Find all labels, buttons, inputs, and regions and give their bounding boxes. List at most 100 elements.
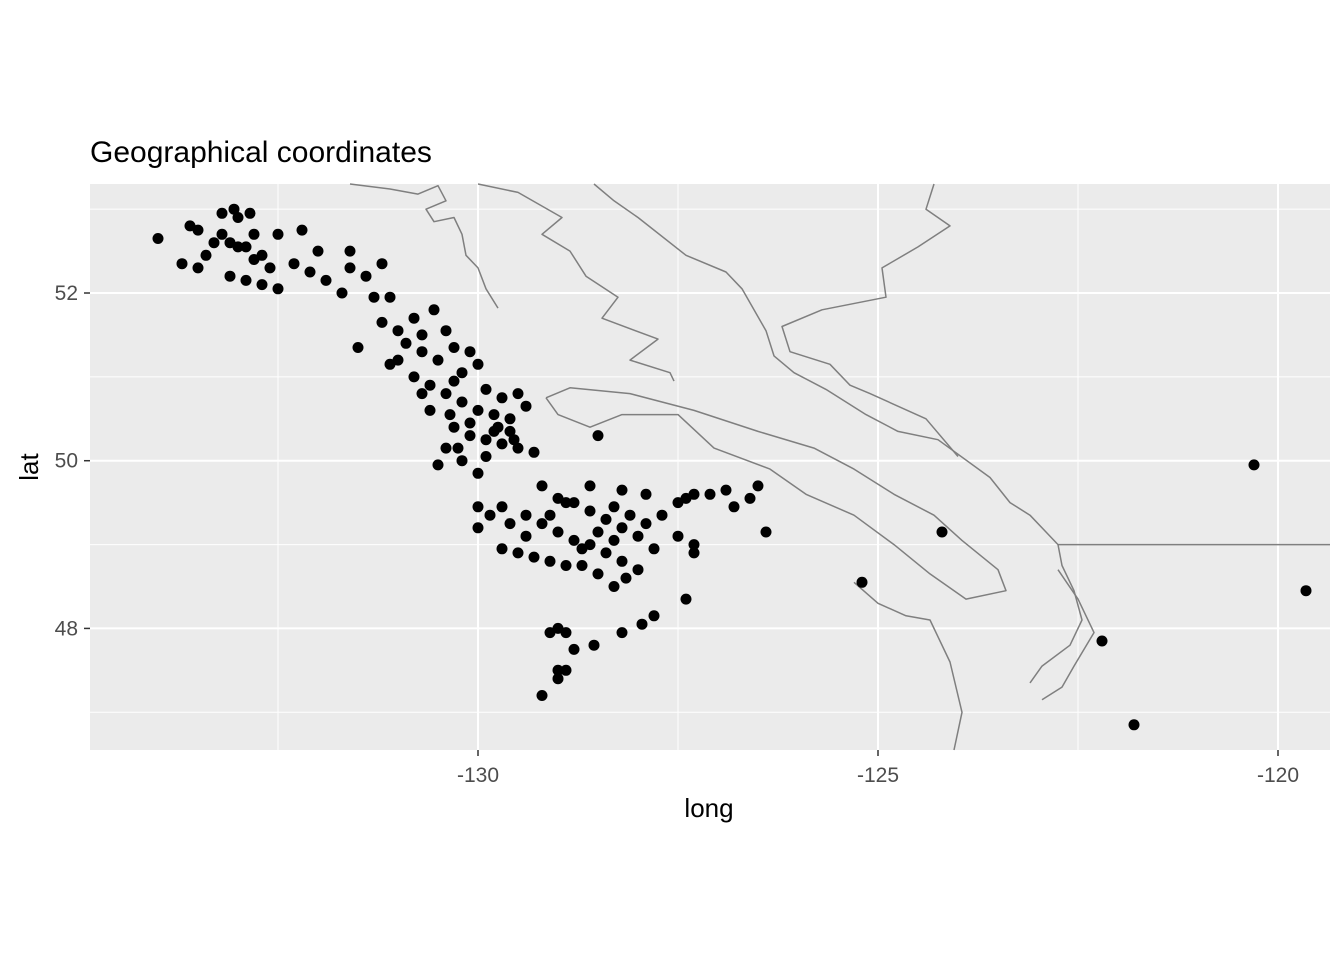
data-point [688, 539, 700, 551]
data-point [352, 342, 364, 353]
data-point [680, 492, 692, 504]
data-point [1096, 635, 1108, 647]
data-point [448, 375, 460, 387]
y-tick-label: 52 [55, 282, 78, 305]
data-point [216, 228, 228, 240]
data-point [496, 543, 508, 555]
data-point [400, 337, 412, 349]
data-point [680, 593, 692, 605]
data-point [936, 526, 948, 538]
data-point [496, 392, 508, 404]
data-point [368, 291, 380, 303]
data-point [416, 388, 428, 400]
data-point [760, 526, 772, 538]
data-point [256, 279, 268, 291]
data-point [672, 530, 684, 542]
data-point [608, 581, 620, 592]
data-point [184, 220, 196, 232]
data-point [228, 203, 240, 215]
points-layer [152, 203, 1312, 731]
plot-panel [90, 184, 1330, 750]
data-point [600, 547, 612, 559]
data-point [492, 421, 504, 433]
data-point [484, 509, 496, 521]
data-point [568, 497, 580, 509]
data-point [176, 258, 188, 270]
data-point [464, 417, 476, 429]
data-point [424, 404, 436, 416]
data-point [552, 526, 564, 538]
data-point [592, 526, 604, 538]
data-point [728, 501, 740, 513]
data-point [588, 639, 600, 651]
data-point [392, 325, 404, 337]
data-point [376, 316, 388, 328]
data-point [496, 501, 508, 513]
data-point [616, 484, 628, 496]
data-point [616, 627, 628, 639]
data-point [424, 379, 436, 391]
data-point [456, 396, 468, 408]
data-point [472, 522, 484, 534]
data-point [288, 258, 300, 270]
data-point [344, 262, 356, 274]
coastline-path [1041, 569, 1095, 701]
data-point [584, 505, 596, 517]
data-point [624, 509, 636, 521]
grid-minor [90, 184, 1330, 750]
x-tick-label: -125 [857, 764, 899, 787]
coastline-layer [349, 183, 1330, 751]
data-point [448, 342, 460, 353]
data-point [296, 224, 308, 236]
data-point [336, 287, 348, 299]
data-point [480, 383, 492, 395]
data-point [504, 518, 516, 530]
y-tick-label: 50 [55, 450, 78, 473]
data-point [376, 258, 388, 270]
data-point [240, 241, 252, 253]
data-point [208, 237, 220, 249]
data-point [408, 371, 420, 383]
data-point [448, 421, 460, 433]
data-point [544, 627, 556, 639]
data-point [720, 484, 732, 496]
data-point [432, 354, 444, 366]
data-point [568, 643, 580, 655]
data-point [688, 547, 700, 559]
data-point [512, 547, 524, 559]
data-point [528, 551, 540, 563]
data-point [248, 228, 260, 240]
axis-ticks: -130 -125 -120 48 50 52 [55, 282, 1299, 787]
data-point [472, 501, 484, 513]
data-point [272, 228, 284, 240]
coastline-path [477, 183, 675, 382]
data-point [216, 207, 228, 219]
data-point [520, 509, 532, 521]
data-point [508, 434, 520, 446]
data-point [384, 291, 396, 303]
data-point [488, 409, 500, 421]
data-point [520, 400, 532, 412]
data-point [640, 488, 652, 500]
data-point [416, 346, 428, 358]
data-point [632, 530, 644, 542]
data-point [464, 430, 476, 442]
data-point [456, 367, 468, 379]
data-point [480, 434, 492, 446]
data-point [224, 270, 236, 282]
data-point [512, 388, 524, 400]
data-point [536, 480, 548, 492]
data-point [560, 497, 572, 509]
data-point [744, 492, 756, 504]
coastline-path [349, 183, 499, 309]
data-point [560, 664, 572, 676]
data-point [248, 254, 260, 265]
data-point [192, 262, 204, 274]
data-point [452, 442, 464, 454]
data-point [472, 467, 484, 479]
data-point [264, 262, 276, 274]
data-point [428, 304, 440, 316]
data-point [244, 207, 256, 219]
y-axis-title: lat [14, 452, 44, 480]
x-tick-label: -120 [1257, 764, 1299, 787]
